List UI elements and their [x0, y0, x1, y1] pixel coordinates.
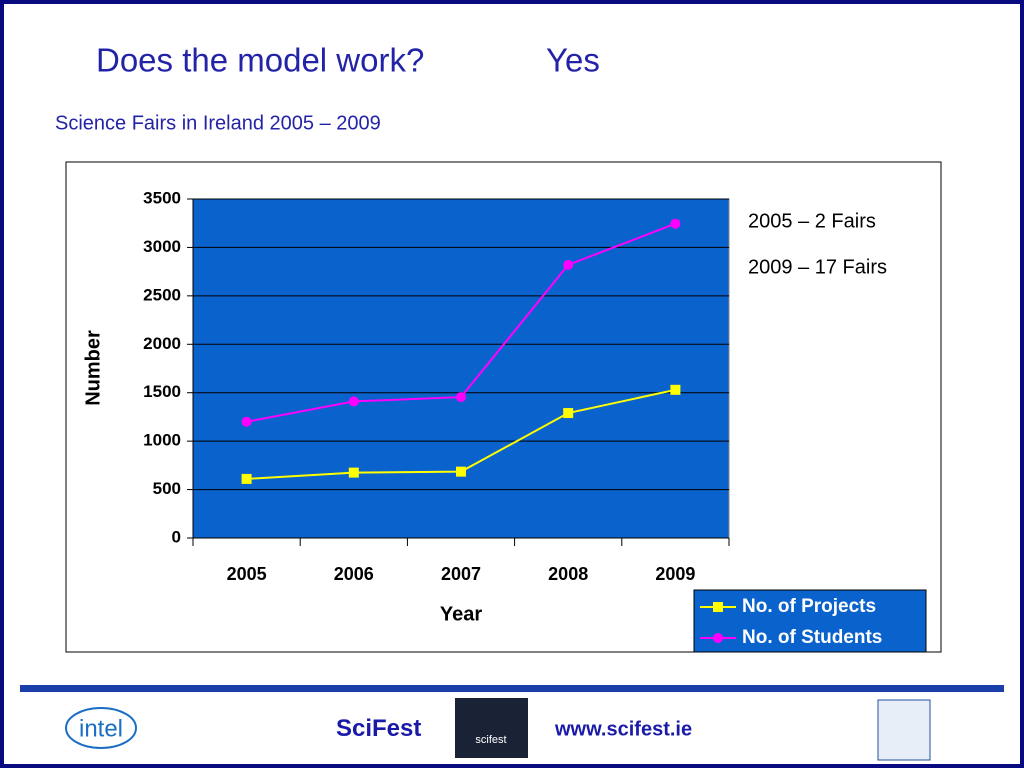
- data-point: [563, 259, 574, 270]
- x-tick-label: 2008: [548, 564, 588, 584]
- slide-subtitle: Science Fairs in Ireland 2005 – 2009: [55, 112, 381, 134]
- data-point: [670, 384, 681, 395]
- plot-area: [192, 198, 730, 539]
- legend-swatch: [713, 602, 723, 612]
- data-point: [456, 392, 466, 403]
- legend-box: [693, 589, 927, 653]
- annotation: 2005 – 2 Fairs: [748, 210, 876, 232]
- intel-logo: intel: [79, 715, 123, 742]
- footer-scifest: SciFest: [336, 715, 422, 742]
- footer-rule: [20, 685, 1004, 692]
- data-point: [241, 473, 252, 484]
- data-point: [670, 218, 681, 229]
- annotation: 2009 – 17 Fairs: [748, 256, 887, 278]
- slide-title: Does the model work?: [96, 42, 424, 79]
- y-tick-label: 3000: [143, 237, 181, 256]
- legend-swatch: [713, 633, 723, 643]
- footer-url: www.scifest.ie: [554, 718, 692, 740]
- x-tick-label: 2005: [227, 564, 267, 584]
- intel-logo-ring: [65, 707, 137, 749]
- y-tick-label: 2500: [143, 285, 181, 304]
- y-tick-label: 3500: [143, 188, 181, 207]
- y-tick-label: 1000: [143, 431, 181, 450]
- y-tick-label: 1500: [143, 382, 181, 401]
- scifest-logo: scifest: [475, 734, 506, 746]
- y-tick-label: 2000: [143, 334, 181, 353]
- y-tick-label: 500: [153, 479, 181, 498]
- data-point: [348, 396, 359, 407]
- data-point: [241, 416, 252, 427]
- data-point: [456, 466, 466, 477]
- x-tick-label: 2006: [334, 564, 374, 584]
- legend-label: No. of Projects: [742, 596, 876, 617]
- data-point: [348, 467, 359, 478]
- legend-label: No. of Students: [742, 627, 882, 648]
- y-axis-label: Number: [82, 330, 104, 406]
- x-tick-label: 2009: [655, 564, 695, 584]
- isef-logo: [877, 699, 931, 761]
- data-point: [563, 408, 574, 419]
- x-tick-label: 2007: [441, 564, 481, 584]
- scifest-logo-box: [455, 698, 528, 758]
- y-tick-label: 0: [172, 527, 181, 546]
- x-axis-label: Year: [440, 603, 482, 625]
- slide-answer: Yes: [546, 42, 600, 79]
